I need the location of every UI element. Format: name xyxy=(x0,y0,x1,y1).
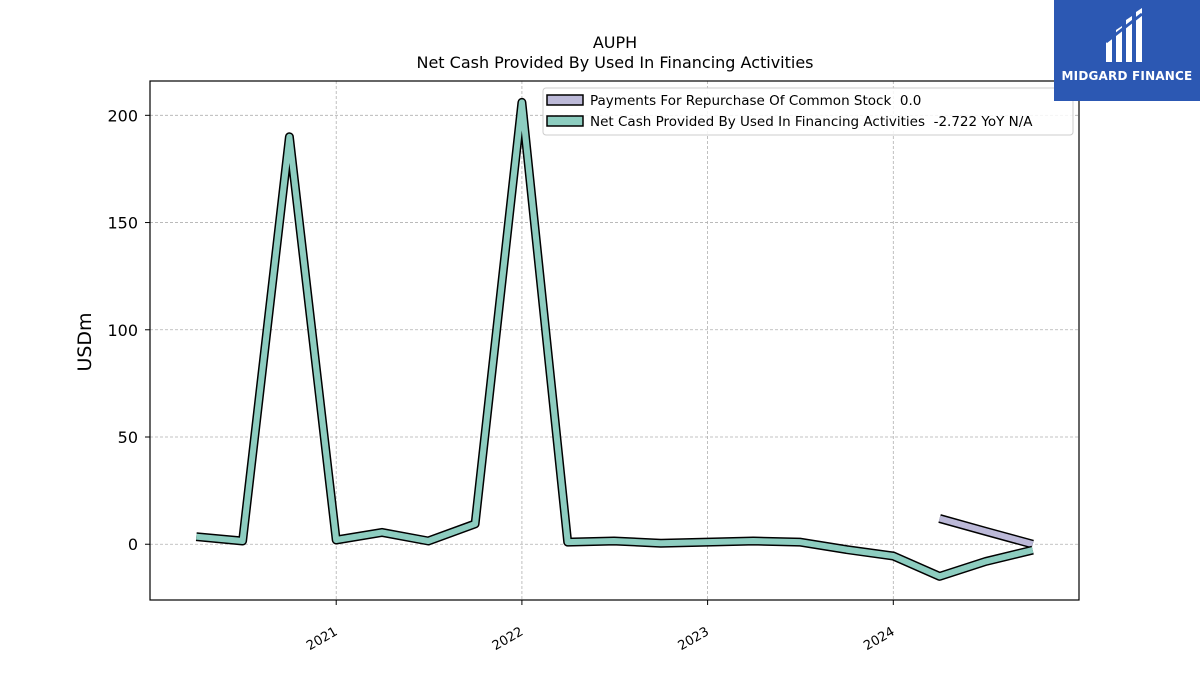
legend-label: Net Cash Provided By Used In Financing A… xyxy=(590,114,1033,130)
y-tick-label: 150 xyxy=(107,214,138,233)
y-axis-label: USDm xyxy=(74,312,96,371)
legend-label: Payments For Repurchase Of Common Stock … xyxy=(590,93,921,109)
series-line-outline xyxy=(195,97,1034,581)
legend: Payments For Repurchase Of Common Stock … xyxy=(542,87,1074,136)
x-tick-label: 2021 xyxy=(304,624,340,654)
series-line xyxy=(196,99,1034,580)
x-tick-label: 2024 xyxy=(861,624,897,654)
y-tick-label: 50 xyxy=(118,428,138,447)
legend-box xyxy=(542,87,1074,136)
plot-frame xyxy=(149,80,1080,601)
series-line xyxy=(938,515,1034,548)
logo-text: MIDGARD FINANCE xyxy=(1061,69,1193,83)
logo-mark-icon xyxy=(1105,8,1143,62)
y-tick-label: 200 xyxy=(107,106,138,125)
series-layer xyxy=(195,97,1034,581)
y-tick-label: 100 xyxy=(107,321,138,340)
chart-subtitle: Net Cash Provided By Used In Financing A… xyxy=(416,53,813,72)
axes: 0 50 100 150 200 2021 2022 2023 2024 xyxy=(107,106,897,654)
midgard-finance-logo: MIDGARD FINANCE xyxy=(1054,0,1200,101)
legend-swatch xyxy=(546,94,584,106)
series-2 xyxy=(195,97,1034,581)
x-tick-label: 2022 xyxy=(490,624,526,654)
series-1 xyxy=(938,514,1034,549)
x-tick-label: 2023 xyxy=(676,624,712,654)
legend-swatch xyxy=(546,115,584,127)
y-tick-label: 0 xyxy=(128,535,138,554)
chart-title: AUPH xyxy=(593,33,637,52)
